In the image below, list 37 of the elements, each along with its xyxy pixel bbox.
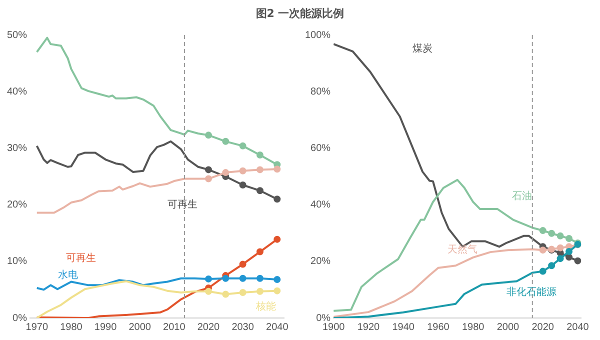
text: 核能 [255, 300, 276, 312]
text: 煤炭 [412, 42, 433, 55]
x-tick-label: 2010 [163, 322, 186, 333]
y-tick-label: 0% [316, 312, 331, 324]
y-tick-label: 0% [12, 312, 28, 324]
x-tick-label: 1940 [392, 322, 415, 333]
series-label: 天然气 [447, 244, 478, 256]
x-tick-label: 2020 [532, 322, 554, 333]
x-tick-label: 1980 [462, 322, 485, 333]
x-tick-label: 1920 [357, 322, 380, 333]
series-label: 非化石能源 [506, 286, 557, 298]
x-tick-label: 1980 [60, 322, 83, 333]
chart-title: 图2 一次能源比例 [254, 6, 346, 21]
y-tick-label: 80% [310, 86, 331, 98]
x-tick-label: 2030 [232, 322, 254, 333]
y-tick-label: 40% [310, 200, 331, 211]
y-tick-label: 20% [310, 256, 331, 268]
x-tick-label: 1900 [322, 322, 346, 333]
y-tick-label: 20% [7, 200, 28, 211]
series-label: 水电 [58, 269, 78, 282]
series-label: 石油 [512, 190, 532, 202]
annotation: 可再生 [167, 198, 198, 210]
x-tick-label: 2000 [496, 322, 520, 333]
x-tick-label: 2020 [197, 322, 220, 333]
y-tick-label: 30% [7, 142, 28, 154]
x-tick-label: 1970 [26, 322, 48, 333]
x-tick-label: 2040 [266, 322, 289, 333]
y-tick-label: 10% [7, 256, 28, 268]
x-tick-label: 1960 [427, 322, 450, 333]
x-tick-label: 2000 [128, 322, 152, 333]
x-tick-label: 1990 [94, 322, 118, 333]
y-tick-label: 100% [305, 30, 331, 41]
x-tick-label: 2040 [566, 322, 590, 333]
y-tick-label: 50% [7, 30, 28, 41]
text: 可再生 [66, 252, 96, 264]
y-tick-label: 40% [7, 86, 28, 98]
y-tick-label: 60% [310, 142, 331, 154]
